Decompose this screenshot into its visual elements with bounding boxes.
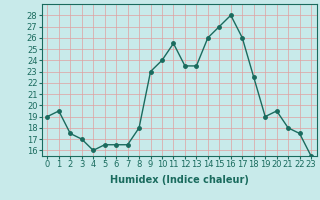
X-axis label: Humidex (Indice chaleur): Humidex (Indice chaleur)	[110, 175, 249, 185]
